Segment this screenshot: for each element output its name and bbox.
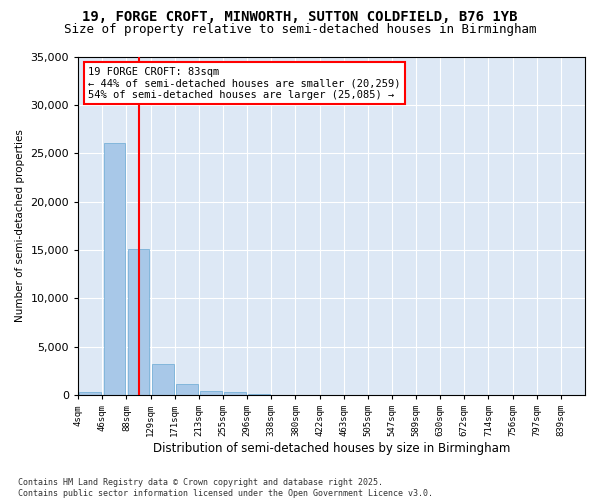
- Text: 19, FORGE CROFT, MINWORTH, SUTTON COLDFIELD, B76 1YB: 19, FORGE CROFT, MINWORTH, SUTTON COLDFI…: [82, 10, 518, 24]
- X-axis label: Distribution of semi-detached houses by size in Birmingham: Distribution of semi-detached houses by …: [153, 442, 510, 455]
- Bar: [104, 142, 125, 395]
- Text: 19 FORGE CROFT: 83sqm
← 44% of semi-detached houses are smaller (20,259)
54% of : 19 FORGE CROFT: 83sqm ← 44% of semi-deta…: [88, 66, 401, 100]
- Text: Size of property relative to semi-detached houses in Birmingham: Size of property relative to semi-detach…: [64, 22, 536, 36]
- Bar: [176, 384, 197, 395]
- Bar: [200, 391, 222, 395]
- Text: Contains HM Land Registry data © Crown copyright and database right 2025.
Contai: Contains HM Land Registry data © Crown c…: [18, 478, 433, 498]
- Bar: [128, 249, 149, 395]
- Bar: [224, 392, 246, 395]
- Bar: [152, 364, 173, 395]
- Bar: [248, 394, 270, 395]
- Y-axis label: Number of semi-detached properties: Number of semi-detached properties: [15, 130, 25, 322]
- Bar: [79, 392, 101, 395]
